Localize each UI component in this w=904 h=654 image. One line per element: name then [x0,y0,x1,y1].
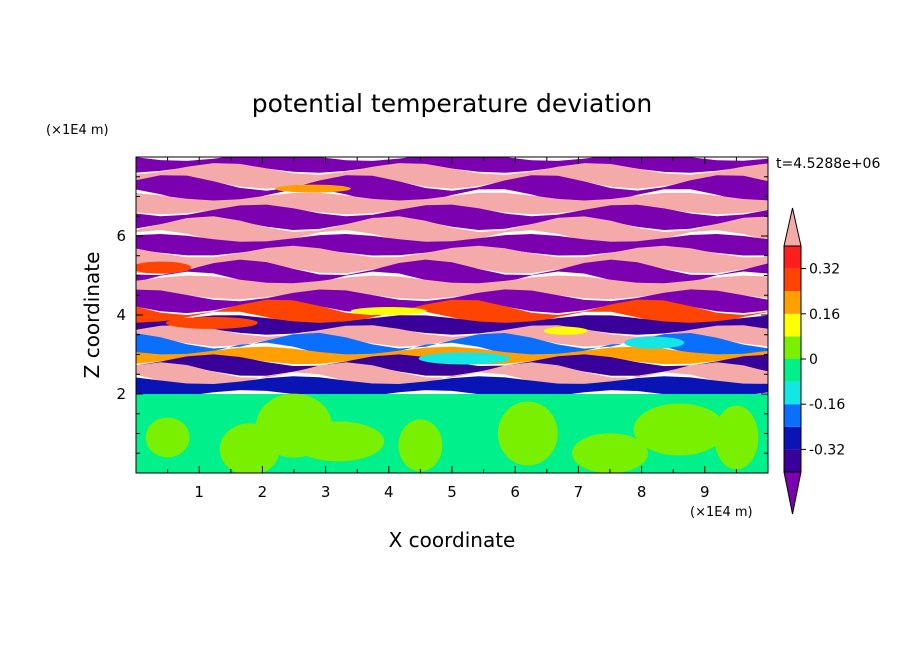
x-tick-label: 8 [637,483,647,501]
contour-field [136,157,768,473]
contour-band [136,259,768,288]
chart-title: potential temperature deviation [252,89,652,118]
contour-blob [418,352,511,365]
colorbar-label: 0.32 [809,262,840,278]
colorbar-segment [784,268,801,292]
colorbar-extend-min [783,471,802,515]
contour-blob [497,401,558,466]
contour-band [136,315,768,335]
colorbar-segment [784,291,801,314]
contour-band [136,362,768,388]
colorbar-segment [784,404,801,427]
contour-blob [398,419,443,472]
colorbar-extend-max [783,207,802,247]
y-axis: 2 4 6 [116,176,768,454]
colorbar-label: -0.32 [809,442,845,458]
y-axis-label: Z coordinate [80,252,104,379]
x-tick-label: 5 [447,483,457,501]
colorbar-segment [784,313,801,337]
contour-band [136,325,768,347]
contour-blob [350,307,427,316]
contour-blob [136,261,192,274]
contour-blob [624,336,685,349]
colorbar-label: -0.16 [809,397,845,413]
y-tick-label: 2 [116,385,126,403]
colorbar-segment [784,449,801,472]
contour-band [136,234,768,256]
contour-band [136,204,768,230]
y-tick-label: 6 [116,227,126,245]
contour-band [136,245,768,274]
x-tick-label: 1 [194,483,204,501]
contour-blob [165,316,258,329]
colorbar: 0.32 0.16 0 -0.16 -0.32 [783,207,845,515]
contour-blob [145,417,190,458]
x-tick-label: 6 [510,483,520,501]
contour-blob [714,405,759,470]
contour-blob [633,403,726,456]
colorbar-segment [784,426,801,450]
x-axis: 1 2 3 4 5 6 7 8 9 [167,157,737,501]
y-unit-label: (×1E4 m) [46,123,109,138]
contour-blob [572,433,648,473]
colorbar-label: 0 [809,352,818,368]
contour-band [136,376,768,398]
x-unit-label: (×1E4 m) [690,505,753,520]
colorbar-segment [784,359,801,382]
colorbar-segment [784,246,801,269]
x-tick-label: 9 [700,483,710,501]
x-tick-label: 7 [574,483,584,501]
contour-blob [543,326,588,335]
time-label: t=4.5288e+06 [776,156,880,172]
contour-blob [292,421,385,462]
colorbar-label: 0.16 [809,307,840,323]
contour-band [136,332,768,359]
x-tick-label: 2 [258,483,268,501]
contour-band [136,216,768,246]
colorbar-segment [784,336,801,359]
x-axis-label: X coordinate [389,528,516,552]
contour-band [136,299,768,327]
x-tick-label: 3 [321,483,331,501]
y-tick-label: 4 [116,306,126,324]
x-tick-label: 4 [384,483,394,501]
contour-band [136,163,768,189]
colorbar-segment [784,381,801,405]
contour-band [136,354,768,376]
contour-blob [274,184,351,193]
contour-band [136,175,768,205]
